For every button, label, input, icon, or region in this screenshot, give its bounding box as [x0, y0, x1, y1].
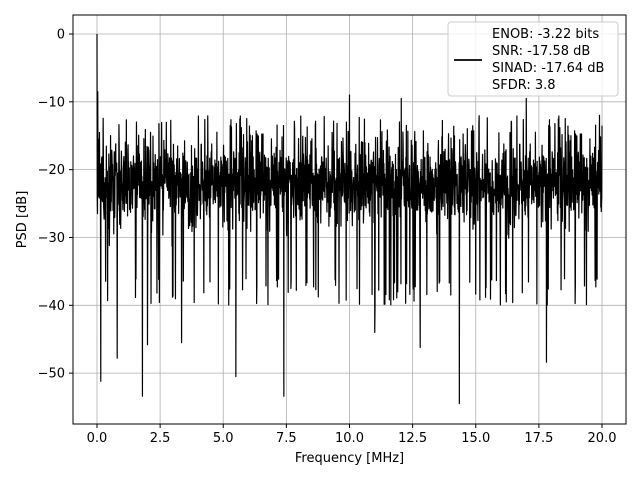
legend-box: [447, 21, 619, 97]
x-tick-label: 20.0: [588, 431, 617, 446]
legend-entry-line: ENOB: -3.22 bits: [492, 27, 599, 42]
legend: ENOB: -3.22 bits SNR: -17.58 dB SINAD: -17…: [447, 21, 619, 97]
y-tick-label: −10: [38, 95, 65, 110]
y-tick-label: −40: [38, 299, 65, 314]
x-tick-label: 7.5: [276, 431, 297, 446]
psd-series-line: [96, 33, 603, 405]
x-tick-label: 2.5: [150, 431, 171, 446]
x-axis: 0.0 2.5 5.0 7.5 10.0 12.5 15.0 17.5 20.0: [87, 424, 617, 446]
legend-entry-line: SNR: -17.58 dB: [492, 44, 590, 59]
y-tick-label: −30: [38, 231, 65, 246]
x-axis-label: Frequency [MHz]: [295, 451, 404, 466]
legend-entry-line: SFDR: 3.8: [492, 78, 556, 93]
y-tick-label: −20: [38, 163, 65, 178]
x-tick-label: 12.5: [398, 431, 427, 446]
x-tick-label: 15.0: [461, 431, 490, 446]
series-area: [96, 33, 603, 405]
x-tick-label: 5.0: [213, 431, 234, 446]
y-axis-label: PSD [dB]: [15, 191, 30, 249]
x-tick-label: 0.0: [87, 431, 108, 446]
y-axis: 0 −10 −20 −30 −40 −50: [38, 27, 73, 382]
x-tick-label: 17.5: [524, 431, 553, 446]
legend-entry-line: SINAD: -17.64 dB: [492, 61, 604, 76]
y-tick-label: 0: [57, 27, 65, 42]
x-tick-label: 10.0: [335, 431, 364, 446]
y-tick-label: −50: [38, 367, 65, 382]
